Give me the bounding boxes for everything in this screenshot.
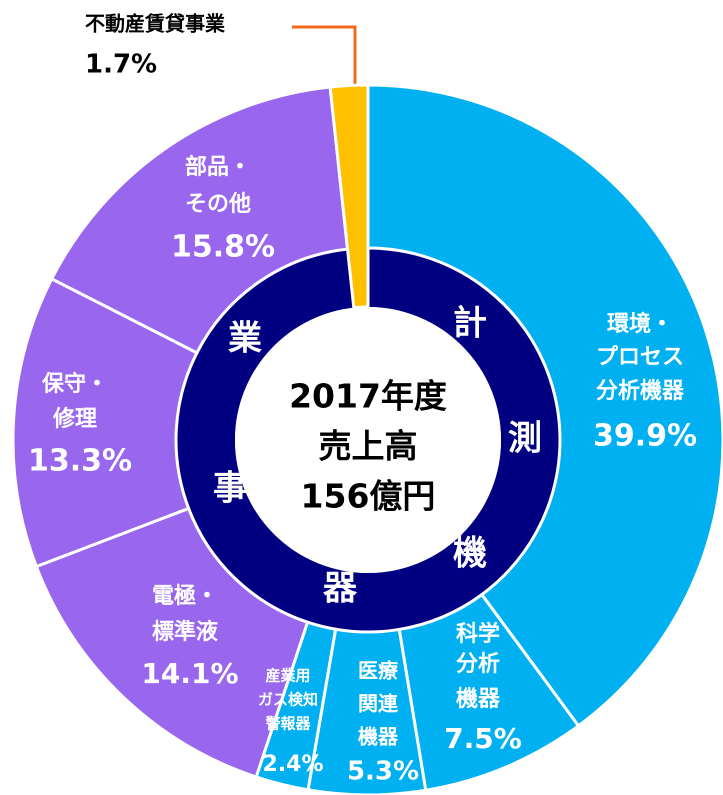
segment-label: 部品・	[185, 154, 251, 180]
segment-label: 警報器	[264, 715, 311, 733]
ring-label: 計	[453, 304, 487, 344]
ring-label: 器	[323, 569, 358, 609]
value-label: 14.1%	[141, 657, 238, 690]
leader-line	[292, 25, 357, 90]
center-text: 156億円	[301, 477, 436, 516]
ring-label: 機	[453, 534, 487, 574]
segment-label: 保守・	[41, 371, 108, 397]
center-circle	[235, 307, 501, 573]
segment-label: 電極・	[152, 583, 218, 609]
segment-label: 分析	[456, 652, 500, 677]
segment-label: 不動産賃貸事業	[85, 12, 226, 36]
segment	[11, 276, 199, 569]
value-label: 39.9%	[593, 419, 697, 454]
value-label: 1.7%	[85, 50, 157, 80]
segment	[366, 83, 723, 728]
segment	[328, 83, 370, 310]
value-label: 7.5%	[444, 722, 522, 755]
center-text: 2017年度	[289, 377, 447, 416]
segment	[49, 85, 350, 355]
segment	[34, 506, 310, 779]
segment-label: 科学	[456, 621, 500, 647]
segment-label: 分析機器	[596, 379, 685, 404]
center-text: 売上高	[319, 427, 418, 466]
segment-label: ガス検知	[258, 691, 318, 709]
segment-label: 機器	[358, 725, 399, 749]
segment-label: 機器	[456, 687, 501, 712]
segment-label: 関連	[358, 692, 399, 716]
segment-label: 産業用	[265, 667, 310, 685]
value-label: 5.3%	[347, 757, 419, 787]
segment-label: 修理	[52, 406, 97, 432]
segment-label: 環境・	[607, 311, 673, 337]
segment-label: 医療	[358, 659, 398, 683]
value-label: 2.4%	[262, 752, 323, 777]
value-label: 15.8%	[171, 230, 275, 265]
segment-label: プロセス	[596, 345, 684, 370]
ring-label: 業	[228, 319, 262, 359]
ring-label: 事	[213, 469, 247, 509]
ring-label: 測	[508, 419, 542, 459]
segment-label: 標準液	[152, 619, 218, 645]
segment-label: その他	[185, 192, 251, 217]
value-label: 13.3%	[28, 444, 132, 479]
